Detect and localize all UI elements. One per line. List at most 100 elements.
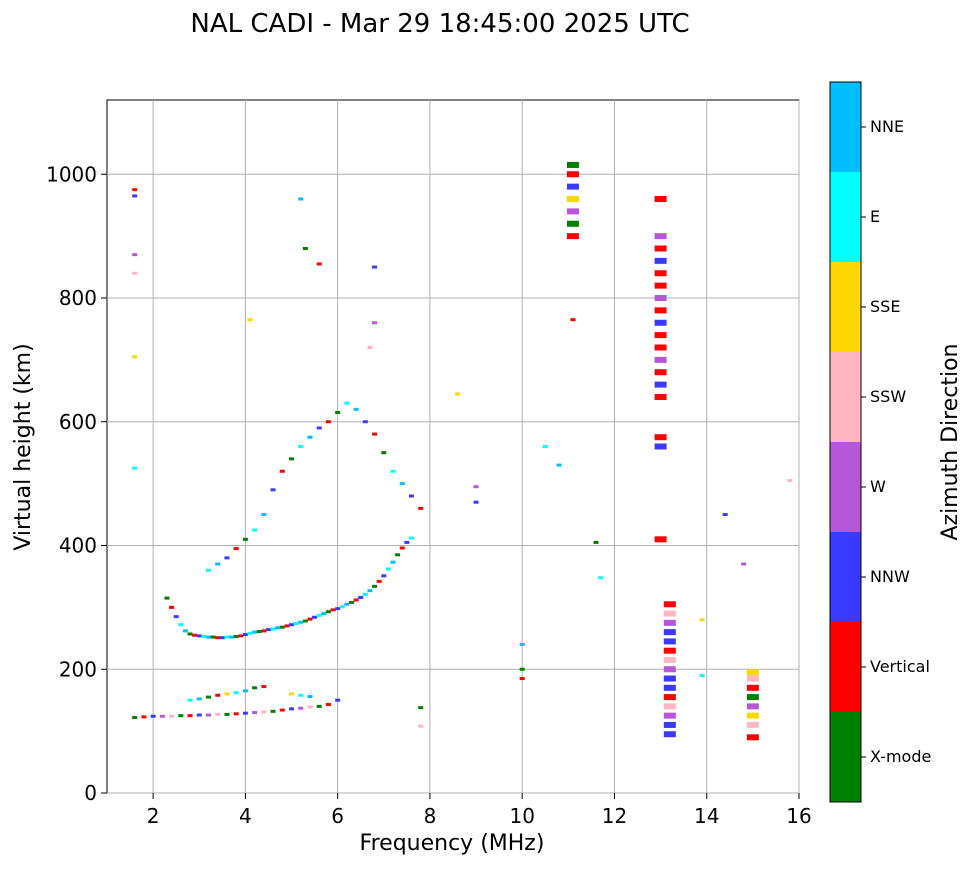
data-point bbox=[252, 711, 258, 715]
data-point bbox=[132, 716, 138, 720]
data-point bbox=[570, 318, 576, 322]
data-point bbox=[372, 432, 378, 436]
colorbar-segment bbox=[830, 532, 861, 622]
data-point bbox=[178, 623, 184, 627]
data-point bbox=[390, 469, 396, 473]
data-point bbox=[746, 675, 759, 682]
data-point bbox=[205, 713, 211, 717]
data-point bbox=[307, 705, 313, 709]
colorbar-segment bbox=[830, 352, 861, 442]
data-point bbox=[663, 619, 676, 626]
data-point bbox=[455, 392, 461, 396]
data-point bbox=[224, 712, 230, 716]
data-point bbox=[224, 635, 230, 639]
data-point bbox=[298, 706, 304, 710]
data-point bbox=[132, 194, 138, 198]
data-point bbox=[132, 355, 138, 359]
data-point bbox=[316, 613, 322, 617]
data-point bbox=[566, 161, 579, 168]
data-point bbox=[654, 295, 667, 301]
data-point bbox=[247, 631, 253, 635]
data-point bbox=[196, 713, 202, 717]
data-point bbox=[159, 714, 165, 718]
data-point bbox=[746, 703, 759, 710]
data-point bbox=[372, 321, 378, 325]
data-point bbox=[593, 540, 599, 544]
data-point bbox=[566, 183, 579, 190]
data-point bbox=[408, 536, 414, 540]
data-point bbox=[519, 667, 525, 671]
data-point bbox=[556, 463, 562, 467]
data-point bbox=[164, 596, 170, 600]
data-point bbox=[325, 610, 331, 614]
colorbar-frame bbox=[829, 81, 862, 803]
data-point bbox=[210, 635, 216, 639]
data-point bbox=[289, 623, 295, 627]
data-point bbox=[187, 632, 193, 636]
data-point bbox=[233, 712, 239, 716]
data-point bbox=[196, 634, 202, 638]
data-point bbox=[261, 629, 267, 633]
data-point bbox=[519, 643, 525, 646]
data-point bbox=[229, 635, 235, 639]
data-point bbox=[566, 208, 579, 215]
data-point bbox=[349, 600, 355, 604]
data-point bbox=[741, 562, 747, 566]
data-point bbox=[205, 695, 211, 699]
data-point bbox=[367, 346, 373, 349]
grid-lines bbox=[107, 100, 800, 794]
data-point bbox=[325, 420, 331, 424]
y-tick-label: 400 bbox=[59, 534, 97, 558]
data-point bbox=[746, 712, 759, 719]
data-point bbox=[265, 628, 271, 632]
data-point bbox=[242, 633, 248, 637]
data-point bbox=[408, 494, 414, 498]
data-point bbox=[293, 621, 299, 625]
data-point bbox=[242, 537, 248, 541]
data-point bbox=[187, 714, 193, 718]
data-point bbox=[252, 528, 258, 532]
data-point bbox=[722, 513, 728, 517]
data-point bbox=[699, 618, 705, 622]
x-tick-label: 14 bbox=[694, 804, 719, 828]
data-point bbox=[187, 698, 193, 702]
data-point bbox=[298, 197, 304, 201]
data-point bbox=[219, 636, 225, 640]
data-point bbox=[663, 601, 676, 608]
data-point bbox=[566, 196, 579, 202]
colorbar-tick-label: NNW bbox=[870, 567, 910, 586]
data-point bbox=[353, 407, 359, 411]
x-tick-label: 2 bbox=[147, 804, 160, 828]
data-point bbox=[663, 684, 676, 691]
data-point bbox=[238, 634, 244, 638]
data-point bbox=[654, 536, 667, 543]
data-point bbox=[566, 171, 579, 178]
data-point bbox=[473, 485, 479, 489]
data-point bbox=[289, 692, 295, 696]
data-point bbox=[335, 698, 341, 702]
data-point bbox=[205, 568, 211, 572]
data-point bbox=[252, 686, 258, 690]
data-point bbox=[473, 500, 479, 504]
data-point bbox=[307, 435, 313, 439]
data-point bbox=[663, 721, 676, 728]
data-point bbox=[321, 612, 327, 616]
data-point bbox=[663, 610, 676, 617]
data-point bbox=[663, 656, 676, 663]
data-point bbox=[372, 584, 378, 588]
data-point bbox=[654, 434, 667, 441]
data-point bbox=[132, 466, 138, 470]
data-point bbox=[663, 638, 676, 645]
data-point bbox=[298, 620, 304, 624]
data-point bbox=[215, 562, 221, 566]
axes: 2 4 6 8 10 12 14 16 0 200 400 600 800 1000 bbox=[46, 162, 812, 828]
data-point bbox=[418, 724, 424, 728]
data-point bbox=[663, 666, 676, 673]
data-point bbox=[654, 369, 667, 376]
data-point bbox=[275, 626, 281, 630]
data-point bbox=[654, 319, 667, 326]
data-point bbox=[381, 574, 387, 578]
data-point bbox=[302, 247, 308, 250]
data-point bbox=[663, 703, 676, 710]
data-point bbox=[787, 479, 793, 483]
